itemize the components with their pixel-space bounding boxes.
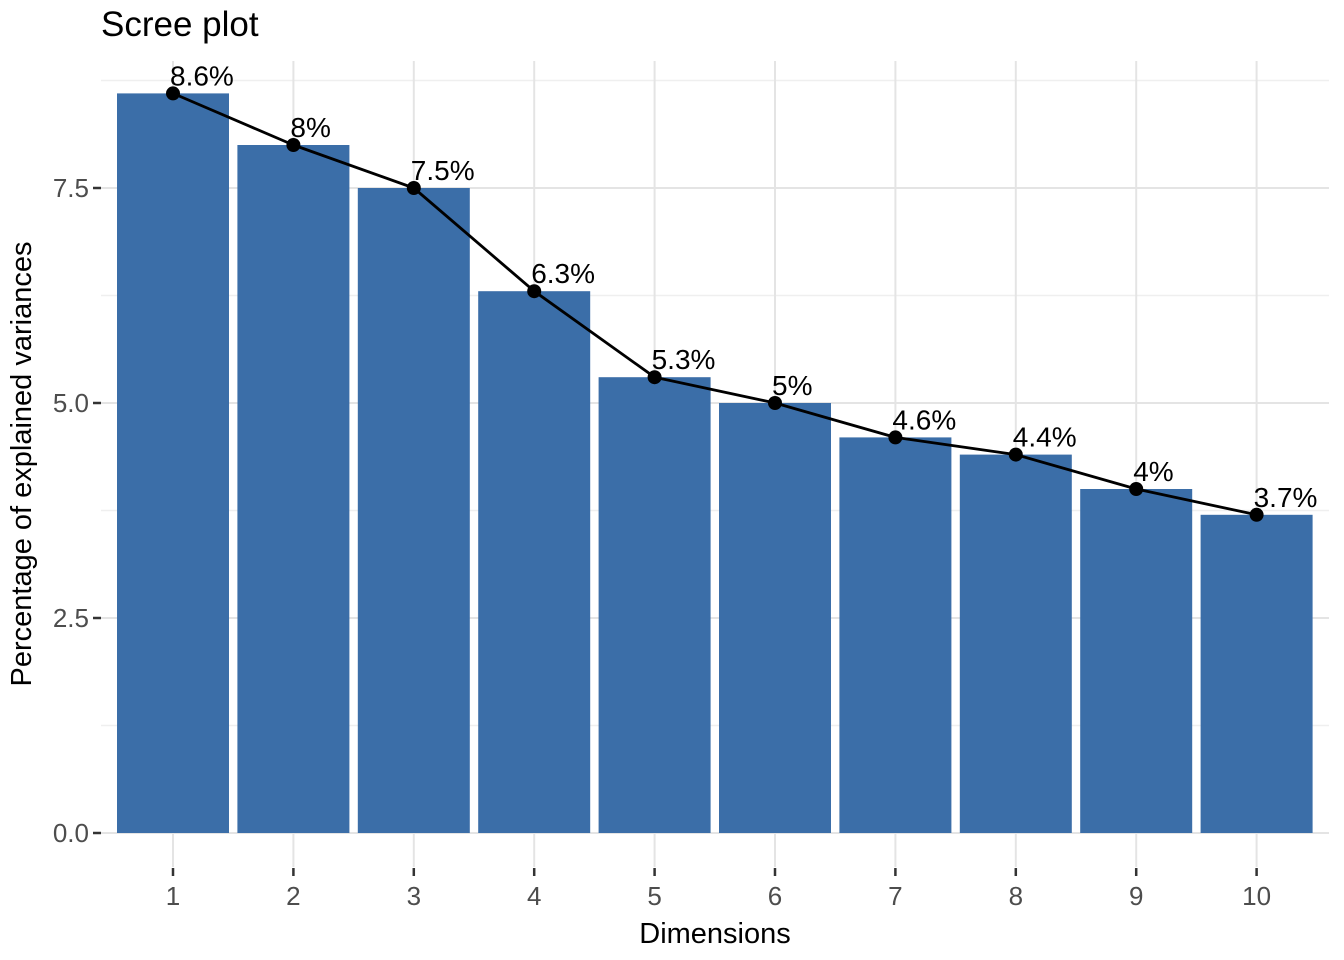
y-tick-label: 5.0 bbox=[53, 388, 89, 418]
x-tick-label: 1 bbox=[166, 881, 180, 911]
y-tick-label: 7.5 bbox=[53, 173, 89, 203]
point-dim-6 bbox=[768, 396, 782, 410]
value-label-dim-7: 4.6% bbox=[892, 404, 956, 435]
point-dim-8 bbox=[1008, 447, 1023, 462]
point-dim-1 bbox=[166, 86, 180, 101]
x-tick-label: 5 bbox=[647, 881, 661, 911]
bar-dim-5 bbox=[598, 377, 711, 833]
x-tick-label: 10 bbox=[1242, 881, 1271, 911]
point-dim-9 bbox=[1129, 482, 1144, 496]
bar-dim-9 bbox=[1080, 489, 1193, 833]
bar-series bbox=[117, 93, 1313, 833]
y-tick-label: 2.5 bbox=[53, 603, 89, 633]
variance-line bbox=[171, 92, 1258, 517]
x-tick-label: 8 bbox=[1009, 881, 1023, 911]
value-label-dim-8: 4.4% bbox=[1013, 422, 1077, 453]
value-label-dim-6: 5% bbox=[772, 370, 812, 401]
x-tick-label: 9 bbox=[1129, 881, 1143, 911]
bar-dim-1 bbox=[117, 93, 229, 833]
x-tick-label: 2 bbox=[286, 881, 300, 911]
bar-dim-8 bbox=[959, 454, 1072, 833]
x-tick-label: 7 bbox=[888, 881, 902, 911]
value-label-dim-2: 8% bbox=[290, 112, 330, 143]
point-dim-3 bbox=[406, 181, 421, 195]
y-tick-label: 0.0 bbox=[53, 818, 89, 848]
value-label-dim-10: 3.7% bbox=[1254, 482, 1318, 513]
value-label-dim-9: 4% bbox=[1133, 456, 1173, 487]
x-tick-label: 3 bbox=[407, 881, 421, 911]
value-label-dim-3: 7.5% bbox=[411, 155, 475, 186]
line-series bbox=[171, 92, 1258, 517]
point-dim-5 bbox=[647, 370, 662, 385]
bar-dim-10 bbox=[1200, 514, 1313, 833]
bar-dim-7 bbox=[839, 437, 952, 833]
point-dim-2 bbox=[286, 138, 301, 152]
value-label-dim-5: 5.3% bbox=[652, 344, 716, 375]
point-dim-10 bbox=[1249, 507, 1264, 522]
chart-title: Scree plot bbox=[101, 5, 259, 44]
bar-dim-3 bbox=[357, 188, 470, 833]
point-dim-7 bbox=[888, 430, 903, 445]
point-dim-4 bbox=[527, 284, 542, 299]
value-label-dim-1: 8.6% bbox=[170, 60, 234, 91]
axis-ticks bbox=[93, 186, 1258, 876]
y-axis-title: Percentage of explained variances bbox=[6, 242, 38, 687]
x-tick-label: 4 bbox=[527, 881, 541, 911]
value-label-dim-4: 6.3% bbox=[531, 258, 595, 289]
bar-dim-2 bbox=[237, 145, 350, 833]
x-tick-label: 6 bbox=[768, 881, 782, 911]
value-labels: 8.6% 8% 7.5% 6.3% 5.3% 5% 4.6% 4.4% 4% 3.7% bbox=[170, 60, 1317, 512]
bar-dim-4 bbox=[478, 291, 591, 833]
axis-tick-labels: 0.0 2.5 5.0 7.5 1 2 3 4 5 6 7 8 9 10 bbox=[53, 173, 1271, 911]
point-series bbox=[166, 86, 1264, 522]
x-axis-title: Dimensions bbox=[639, 918, 791, 950]
bar-dim-6 bbox=[719, 403, 831, 833]
